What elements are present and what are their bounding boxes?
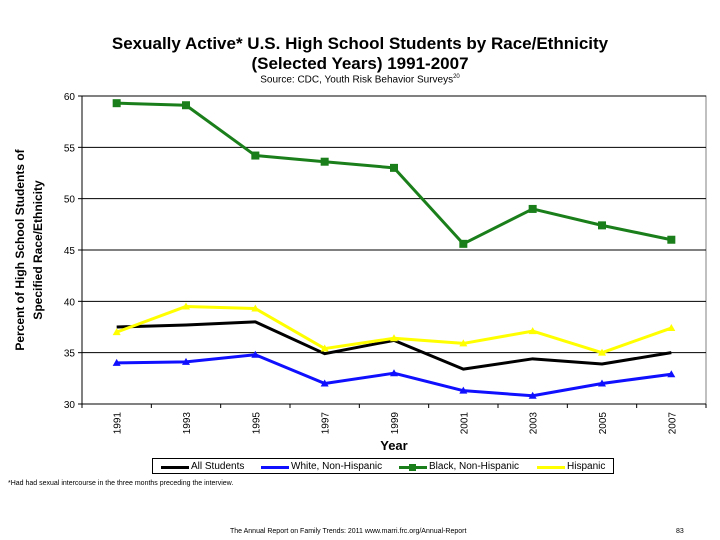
data-point-white-non-hispanic — [459, 386, 468, 394]
x-tick-label: 2003 — [529, 412, 540, 435]
y-tick-label: 35 — [64, 349, 76, 360]
y-tick-label: 60 — [64, 92, 76, 103]
data-point-white-non-hispanic — [528, 391, 537, 399]
data-point-black-non-hispanic — [112, 99, 121, 108]
footnote: *Had had sexual intercourse in the three… — [8, 480, 234, 487]
chart-source: Source: CDC, Youth Risk Behavior Surveys… — [0, 74, 720, 85]
legend-marker — [409, 464, 416, 471]
data-point-hispanic — [112, 328, 121, 336]
data-point-white-non-hispanic — [320, 379, 329, 387]
x-tick-label: 2007 — [667, 412, 678, 435]
data-point-hispanic — [667, 324, 676, 332]
data-point-hispanic — [528, 327, 537, 335]
data-point-white-non-hispanic — [390, 369, 398, 377]
data-point-black-non-hispanic — [528, 204, 537, 213]
data-point-hispanic — [251, 304, 260, 312]
x-tick-label: 1993 — [182, 412, 193, 435]
data-point-black-non-hispanic — [598, 221, 606, 230]
data-point-black-non-hispanic — [459, 239, 468, 248]
x-tick-label: 1995 — [251, 412, 262, 435]
footer-text: The Annual Report on Family Trends: 2011… — [230, 528, 467, 535]
chart-legend: All Students White, Non-Hispanic Black, No… — [152, 458, 614, 474]
x-tick-label: 2005 — [598, 412, 609, 435]
y-axis-label-line1: Percent of High School Students of — [13, 148, 27, 350]
legend-label: All Students — [191, 461, 245, 472]
x-tick-label: 1991 — [113, 412, 124, 435]
chart-title-line1: Sexually Active* U.S. High School Studen… — [111, 34, 609, 53]
data-point-white-non-hispanic — [598, 379, 606, 387]
legend-label: White, Non-Hispanic — [291, 461, 383, 472]
data-point-black-non-hispanic — [320, 157, 329, 166]
page-number: 83 — [676, 528, 684, 535]
data-point-black-non-hispanic — [667, 235, 676, 244]
legend-label: Hispanic — [567, 461, 606, 472]
data-point-black-non-hispanic — [251, 151, 260, 160]
data-point-white-non-hispanic — [112, 358, 121, 366]
legend-label: Black, Non-Hispanic — [429, 461, 520, 472]
x-axis-label: Year — [380, 438, 407, 453]
data-point-white-non-hispanic — [251, 350, 260, 358]
legend-swatch — [161, 466, 189, 469]
data-point-hispanic — [598, 348, 606, 356]
y-tick-label: 30 — [64, 400, 76, 411]
data-point-black-non-hispanic — [390, 163, 398, 172]
legend-swatch — [537, 466, 565, 469]
y-tick-label: 45 — [64, 246, 76, 257]
y-axis-label-line2: Specified Race/Ethnicity — [31, 180, 45, 320]
x-tick-label: 1999 — [390, 412, 401, 435]
data-point-white-non-hispanic — [667, 370, 676, 378]
data-point-hispanic — [320, 344, 329, 352]
y-tick-label: 55 — [64, 143, 76, 154]
x-tick-label: 1997 — [321, 412, 332, 435]
data-point-hispanic — [182, 302, 190, 310]
legend-swatch — [261, 466, 289, 469]
data-point-white-non-hispanic — [182, 357, 190, 365]
data-point-hispanic — [390, 334, 398, 342]
y-tick-label: 50 — [64, 195, 76, 206]
x-tick-label: 2001 — [459, 412, 470, 435]
data-point-black-non-hispanic — [182, 101, 190, 110]
y-tick-label: 40 — [64, 297, 76, 308]
source-text: Source: CDC, Youth Risk Behavior Surveys — [260, 74, 454, 86]
chart-title-line2: (Selected Years) 1991-2007 — [251, 54, 469, 73]
data-point-hispanic — [459, 339, 468, 347]
source-note: 20 — [453, 74, 460, 80]
